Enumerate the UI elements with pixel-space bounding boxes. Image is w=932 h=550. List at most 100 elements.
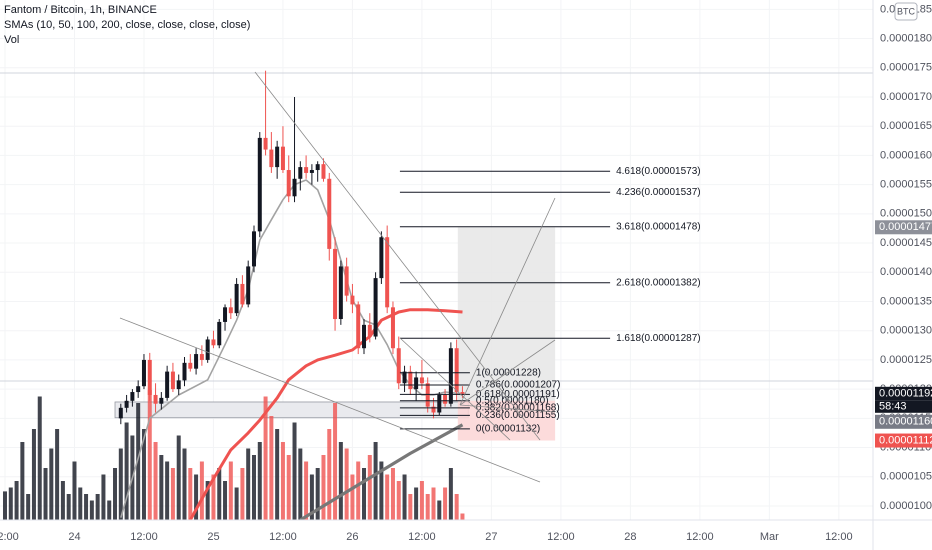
fib-label: 0.382(0.00001168) <box>476 402 560 413</box>
volume-bar <box>333 403 338 520</box>
candle-body <box>390 307 395 349</box>
volume-bar <box>113 468 118 520</box>
fan-line <box>459 197 556 406</box>
volume-bar <box>60 481 65 520</box>
candle-body <box>234 283 239 314</box>
symbol-title[interactable]: Fantom / Bitcoin, 1h, BINANCE <box>4 4 157 16</box>
volume-bar <box>199 461 204 520</box>
volume-bar <box>228 461 233 520</box>
volume-legend[interactable]: Vol <box>4 34 20 46</box>
candle-body <box>292 178 297 197</box>
x-tick-label: 12:00 <box>408 531 436 543</box>
candle-body <box>448 348 453 404</box>
x-tick-label: 12:00 <box>547 531 575 543</box>
candle-body <box>298 167 303 179</box>
volume-bar <box>385 474 390 520</box>
volume-bar <box>14 481 19 520</box>
candle-body <box>327 178 332 249</box>
candle-body <box>396 348 401 384</box>
candle-body <box>309 170 314 173</box>
volume-bar <box>170 468 175 520</box>
volume-bar <box>84 494 89 520</box>
indicator-legend[interactable]: SMAs (10, 50, 100, 200, close, close, cl… <box>4 19 251 31</box>
volume-bar <box>89 500 94 520</box>
candle-body <box>431 406 436 413</box>
volume-bar <box>315 468 320 520</box>
volume-bar <box>251 455 256 520</box>
candle-body <box>425 383 430 407</box>
candle-body <box>176 380 181 390</box>
price-label-box <box>875 414 932 429</box>
volume-bar <box>141 429 146 520</box>
fib-label: 0.618(0.00001191) <box>476 389 560 400</box>
volume-bar <box>362 468 367 520</box>
volume-bar <box>408 494 413 520</box>
volume-bar <box>437 500 442 520</box>
candle-body <box>414 377 419 390</box>
volume-bar <box>246 448 251 520</box>
x-tick-label: 26 <box>346 531 358 543</box>
candle-body <box>263 137 268 150</box>
price-label: 0.00001160 <box>879 416 932 428</box>
sma-line <box>188 308 463 520</box>
candle-body <box>240 283 245 305</box>
volume-bar <box>188 468 193 520</box>
x-tick-label: 27 <box>485 531 497 543</box>
target-box <box>457 227 556 401</box>
candle-body <box>315 164 320 171</box>
candle-body <box>333 248 338 320</box>
volume-bar <box>107 500 112 520</box>
price-label-box <box>875 220 932 235</box>
candle-body <box>304 167 309 173</box>
candle-body <box>373 278 378 337</box>
price-label-box <box>875 433 932 448</box>
volume-bar <box>309 474 314 520</box>
volume-bar <box>176 435 181 520</box>
fan-line <box>459 404 556 413</box>
volume-bar <box>182 448 187 520</box>
volume-bar <box>194 474 199 520</box>
volume-bar <box>211 474 216 520</box>
currency-badge[interactable] <box>894 2 918 21</box>
volume-bar <box>55 429 60 520</box>
volume-bar <box>275 429 280 520</box>
x-tick-label: 12:00 <box>686 531 714 543</box>
volume-bar <box>43 468 48 520</box>
sma-line <box>299 423 464 520</box>
volume-bar <box>454 494 459 520</box>
volume-bar <box>321 455 326 520</box>
trend-line <box>119 317 541 483</box>
volume-bar <box>425 494 430 520</box>
drawings <box>119 71 556 483</box>
volume-bar <box>78 487 83 520</box>
candle-body <box>251 231 256 267</box>
x-tick-label: 25 <box>207 531 219 543</box>
candle-body <box>124 400 129 408</box>
volume-bar <box>147 390 152 520</box>
candle-body <box>344 266 349 296</box>
volume-bar <box>414 487 419 520</box>
candle-body <box>211 339 216 346</box>
candle-body <box>367 324 372 337</box>
volume-bar <box>49 448 54 520</box>
candle-body <box>188 362 193 369</box>
volume-bar <box>124 422 129 520</box>
sma-line <box>120 179 463 518</box>
volume-bar <box>390 468 395 520</box>
fib-label: 4.618(0.00001573) <box>616 166 701 177</box>
candle-body <box>356 304 361 349</box>
candle-body <box>385 237 390 308</box>
candle-body <box>379 237 384 279</box>
volume-bar <box>72 461 77 520</box>
candle-body <box>141 359 146 387</box>
x-tick-label: 12:00 <box>0 531 19 543</box>
fib-label: 4.236(0.00001537) <box>616 187 701 198</box>
